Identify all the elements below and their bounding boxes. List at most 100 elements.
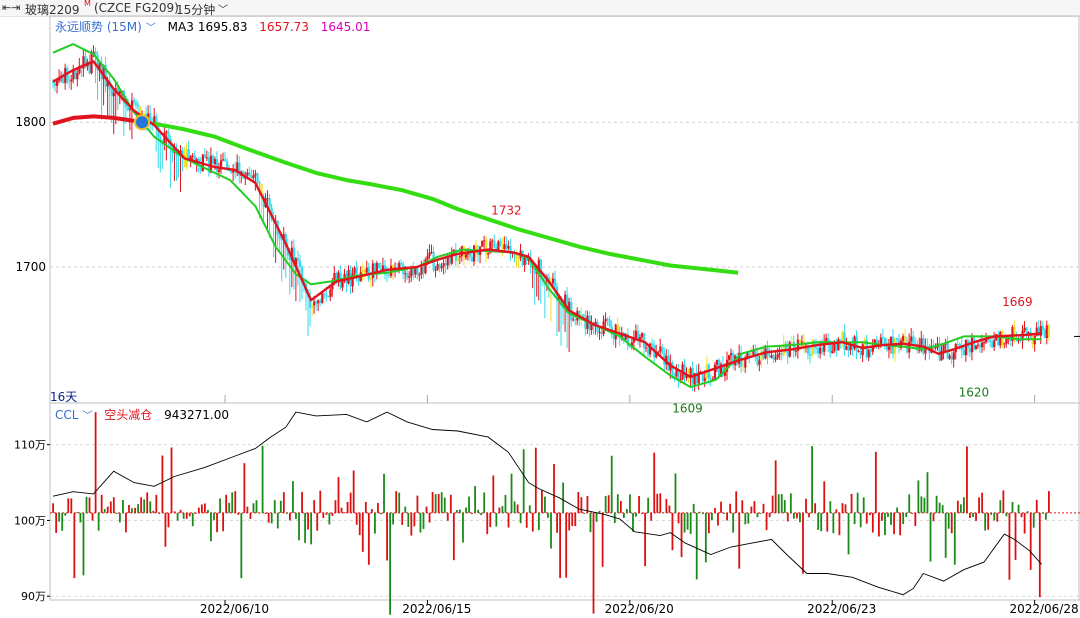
candle-body [52,81,55,83]
ccl-bar [953,512,956,565]
ccl-bar [531,512,534,532]
candle-body [750,354,753,356]
candle-body [278,234,281,240]
ccl-bar [210,512,212,542]
ccl-bar [55,512,58,533]
main-indicator-name[interactable]: 永远顺势 (15M) [55,20,142,34]
ccl-bar [431,492,434,513]
ccl-bar [786,512,789,522]
ccl-bar [386,512,388,561]
ccl-bar [507,512,510,528]
candle-body [719,364,723,377]
ccl-bar [820,512,823,532]
symbol-name[interactable]: 玻璃2209 [25,3,80,17]
ccl-bar [789,493,792,513]
ccl-bar [978,497,980,513]
ccl-bar [440,492,443,513]
ccl-bar [389,512,391,615]
ccl-bar [656,493,659,513]
candle-body [914,343,917,345]
x-tick-label: 2022/06/23 [807,602,876,616]
ccl-bar [495,512,498,527]
main-legend: 永远顺势 (15M) ﹀ MA3 1695.83 1657.73 1645.01 [55,18,378,35]
candle-body [871,346,874,352]
ccl-bar [1044,512,1047,520]
candle-body [661,346,664,354]
candle-body [760,350,763,361]
indicator-value-3: 1645.01 [320,20,371,34]
ccl-bar [686,512,689,530]
ccl-indicator-name[interactable]: CCL [55,408,79,422]
candle-body [94,51,97,55]
ccl-bar [911,512,914,514]
ccl-bar [349,492,352,513]
candle-body [282,234,285,240]
candle-body [849,344,852,351]
ccl-bar [619,501,622,513]
candle-body [62,77,65,83]
ccl-bar [301,491,303,513]
candle-body [827,338,830,345]
ccl-bar [644,512,647,567]
candle-body [626,334,630,346]
collapse-arrows-icon[interactable]: ⇤⇥ [2,1,21,14]
candle-body [582,314,585,318]
candle-body [126,106,130,111]
candle-body [68,81,71,83]
ccl-bar [325,512,328,515]
candle-body [458,256,462,258]
ccl-bar [197,507,200,513]
ccl-bar [1023,512,1026,534]
chevron-down-icon[interactable]: ﹀ [82,411,93,422]
chevron-down-icon[interactable]: ﹀ [145,23,156,34]
ccl-bar [826,512,829,532]
ccl-bar [811,446,813,513]
ccl-bar [714,508,716,513]
candle-body [157,126,160,138]
ccl-bar [659,493,662,513]
ccl-bar [908,494,911,513]
candle-body [778,353,781,355]
candle-body [280,239,283,241]
candle-body [311,305,314,309]
chevron-down-icon[interactable]: ﹀ [218,5,228,16]
candle-body [375,263,379,275]
candle-body [355,267,358,278]
candle-body [1035,327,1038,336]
candle-body [258,182,261,184]
candle-body [972,337,976,350]
candle-body [835,342,838,351]
ccl-bar [665,498,668,513]
ccl-bar [73,512,76,579]
ccl-value: 943271.00 [164,408,230,422]
ccl-bar [234,491,237,513]
candle-body [181,150,184,155]
candle-body [999,331,1002,346]
ma-long-red-segment [52,114,135,126]
signal-dot-icon [134,114,151,131]
period-selector[interactable]: 15分钟 [176,3,216,17]
candle-body [193,155,196,165]
ccl-line [52,411,1043,596]
candle-body [325,294,328,297]
ccl-bar [106,506,109,513]
candle-body [902,336,905,341]
candle-body [831,351,834,353]
candle-body [118,91,121,94]
ccl-bar [355,512,358,525]
candle-body [952,352,955,360]
ccl-bar [662,512,665,514]
ccl-bar [996,512,999,522]
candle-body [383,265,387,272]
candle-body [906,344,909,353]
candle-body [390,265,393,276]
ccl-bar [540,490,543,513]
candle-body [768,356,771,358]
ccl-bar [398,492,401,513]
candle-body [958,344,961,346]
candle-body [875,339,878,346]
candle-body [507,245,510,249]
ccl-bar [592,512,595,614]
candle-body [819,347,822,354]
